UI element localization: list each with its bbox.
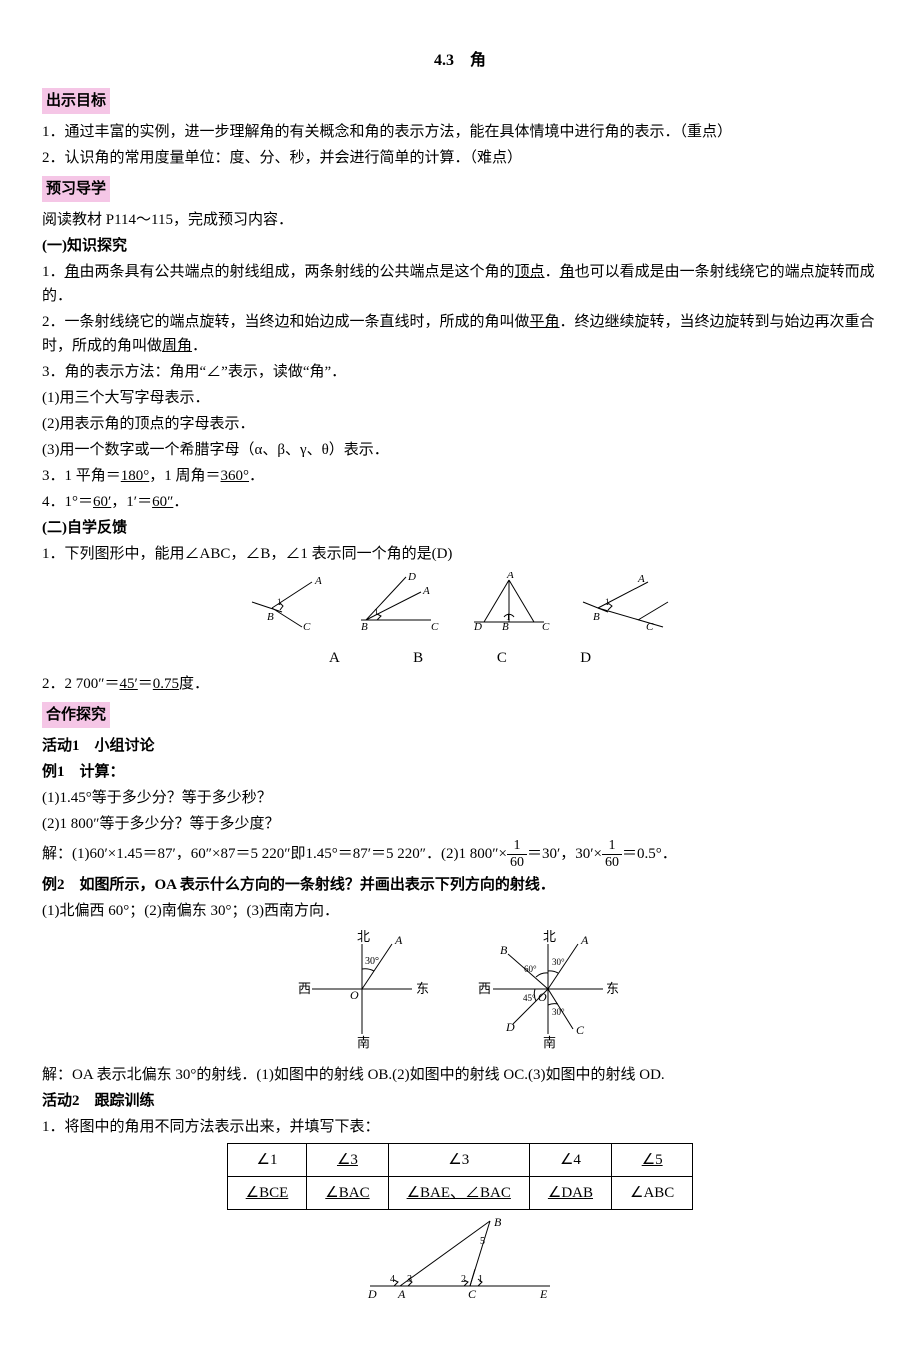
knowledge-4: 3．1 平角＝180°，1 周角＝360°． xyxy=(42,464,878,488)
svg-text:O: O xyxy=(538,990,547,1004)
svg-text:C: C xyxy=(468,1287,477,1301)
compass-figures: 北 南 东 西 A 30° O 北 南 东 西 A B D C O 30° 60… xyxy=(42,929,878,1057)
svg-text:C: C xyxy=(303,621,311,632)
table-row: ∠BCE ∠BAC ∠BAE、∠BAC ∠DAB ∠ABC xyxy=(227,1176,693,1209)
subsection-2-title: (二)自学反馈 xyxy=(42,516,878,540)
svg-text:B: B xyxy=(361,621,368,632)
svg-text:30°: 30° xyxy=(365,956,379,967)
svg-text:东: 东 xyxy=(416,981,429,996)
svg-text:C: C xyxy=(576,1023,585,1037)
angle-fig-b: B 1 A D C xyxy=(351,572,441,632)
svg-text:1: 1 xyxy=(506,612,511,622)
svg-text:2: 2 xyxy=(461,1274,466,1285)
section-coop-label: 合作探究 xyxy=(42,702,110,728)
question-1: 1．下列图形中，能用∠ABC，∠B，∠1 表示同一个角的是(D) xyxy=(42,542,878,566)
angle-figure-labels: A B C D xyxy=(42,646,878,670)
svg-text:B: B xyxy=(267,611,274,623)
svg-text:D: D xyxy=(407,572,416,583)
svg-text:A: A xyxy=(506,572,514,581)
solution-1: 解：(1)60′×1.45＝87′，60″×87＝5 220″即1.45°＝87… xyxy=(42,838,878,871)
section-goals-label: 出示目标 xyxy=(42,88,110,114)
angle-table: ∠1 ∠3 ∠3 ∠4 ∠5 ∠BCE ∠BAC ∠BAE、∠BAC ∠DAB … xyxy=(227,1143,694,1210)
table-row: ∠1 ∠3 ∠3 ∠4 ∠5 xyxy=(227,1143,693,1176)
compass-fig-1: 北 南 东 西 A 30° O xyxy=(292,929,432,1049)
svg-text:B: B xyxy=(500,943,508,957)
svg-text:A: A xyxy=(422,585,430,597)
goal-1: 1．通过丰富的实例，进一步理解角的有关概念和角的表示方法，能在具体情境中进行角的… xyxy=(42,120,878,144)
svg-text:东: 东 xyxy=(606,981,619,996)
svg-text:C: C xyxy=(431,621,439,632)
svg-text:A: A xyxy=(394,933,403,947)
knowledge-5: 4．1°＝60′，1′＝60″． xyxy=(42,490,878,514)
svg-text:E: E xyxy=(539,1287,548,1301)
knowledge-3-1: (1)用三个大写字母表示． xyxy=(42,386,878,410)
track-1: 1．将图中的角用不同方法表示出来，并填写下表： xyxy=(42,1115,878,1139)
svg-text:D: D xyxy=(505,1020,515,1034)
svg-text:1: 1 xyxy=(374,607,379,617)
svg-text:45°: 45° xyxy=(523,993,536,1003)
knowledge-3-3: (3)用一个数字或一个希腊字母（α、β、γ、θ）表示． xyxy=(42,438,878,462)
goal-2: 2．认识角的常用度量单位：度、分、秒，并会进行简单的计算．（难点） xyxy=(42,146,878,170)
example-2: 例2 如图所示，OA 表示什么方向的一条射线？并画出表示下列方向的射线． xyxy=(42,873,878,897)
svg-text:B: B xyxy=(593,611,600,623)
svg-text:O: O xyxy=(350,988,359,1002)
fraction-1-60b: 160 xyxy=(602,838,622,870)
angle-bottom-figure: B 5 4 3 2 1 D A C E xyxy=(42,1216,878,1309)
knowledge-3-2: (2)用表示角的顶点的字母表示． xyxy=(42,412,878,436)
svg-text:1: 1 xyxy=(478,1274,483,1285)
angle-fig-c: A D B 1 C xyxy=(464,572,554,632)
solution-2: 解：OA 表示北偏东 30°的射线．(1)如图中的射线 OB.(2)如图中的射线… xyxy=(42,1063,878,1087)
section-preview-label: 预习导学 xyxy=(42,176,110,202)
svg-text:1: 1 xyxy=(277,597,282,607)
knowledge-1: 1．角由两条具有公共端点的射线组成，两条射线的公共端点是这个角的顶点．角也可以看… xyxy=(42,260,878,308)
svg-text:西: 西 xyxy=(478,981,491,996)
svg-text:B: B xyxy=(502,621,509,632)
example-2-sub: (1)北偏西 60°；(2)南偏东 30°；(3)西南方向． xyxy=(42,899,878,923)
svg-text:南: 南 xyxy=(543,1035,556,1049)
subsection-1-title: (一)知识探究 xyxy=(42,234,878,258)
angle-fig-d: B 1 A C xyxy=(578,572,673,632)
svg-text:4: 4 xyxy=(390,1274,395,1285)
svg-text:北: 北 xyxy=(543,929,556,944)
knowledge-2: 2．一条射线绕它的端点旋转，当终边和始边成一条直线时，所成的角叫做平角．终边继续… xyxy=(42,310,878,358)
svg-text:60°: 60° xyxy=(524,964,537,974)
page-title: 4.3 角 xyxy=(42,48,878,74)
svg-text:1: 1 xyxy=(605,597,610,607)
svg-text:C: C xyxy=(646,621,654,632)
preview-intro: 阅读教材 P114～115，完成预习内容． xyxy=(42,208,878,232)
compass-fig-2: 北 南 东 西 A B D C O 30° 60° 45° 30° xyxy=(468,929,628,1049)
svg-text:30°: 30° xyxy=(552,1007,565,1017)
example-1-2: (2)1 800″等于多少分？等于多少度？ xyxy=(42,812,878,836)
svg-text:A: A xyxy=(397,1287,406,1301)
svg-text:C: C xyxy=(542,621,550,632)
svg-text:A: A xyxy=(637,573,645,585)
example-1-1: (1)1.45°等于多少分？等于多少秒？ xyxy=(42,786,878,810)
question-2: 2．2 700″＝45′＝0.75度． xyxy=(42,672,878,696)
angle-figures: A B 1 C B 1 A D C A D B 1 C B 1 A C xyxy=(42,572,878,640)
activity-2: 活动2 跟踪训练 xyxy=(42,1089,878,1113)
svg-text:3: 3 xyxy=(407,1274,412,1285)
angle-fig-a: A B 1 C xyxy=(247,572,327,632)
knowledge-3: 3．角的表示方法：角用“∠”表示，读做“角”． xyxy=(42,360,878,384)
svg-text:北: 北 xyxy=(357,929,370,944)
activity-1: 活动1 小组讨论 xyxy=(42,734,878,758)
svg-text:B: B xyxy=(494,1216,502,1229)
svg-text:西: 西 xyxy=(298,981,311,996)
svg-text:D: D xyxy=(367,1287,377,1301)
example-1: 例1 计算： xyxy=(42,760,878,784)
svg-text:南: 南 xyxy=(357,1035,370,1049)
fraction-1-60a: 160 xyxy=(507,838,527,870)
svg-text:5: 5 xyxy=(480,1236,485,1247)
svg-text:A: A xyxy=(580,933,589,947)
svg-text:30°: 30° xyxy=(552,957,565,967)
svg-text:D: D xyxy=(473,621,482,632)
svg-text:A: A xyxy=(314,575,322,587)
